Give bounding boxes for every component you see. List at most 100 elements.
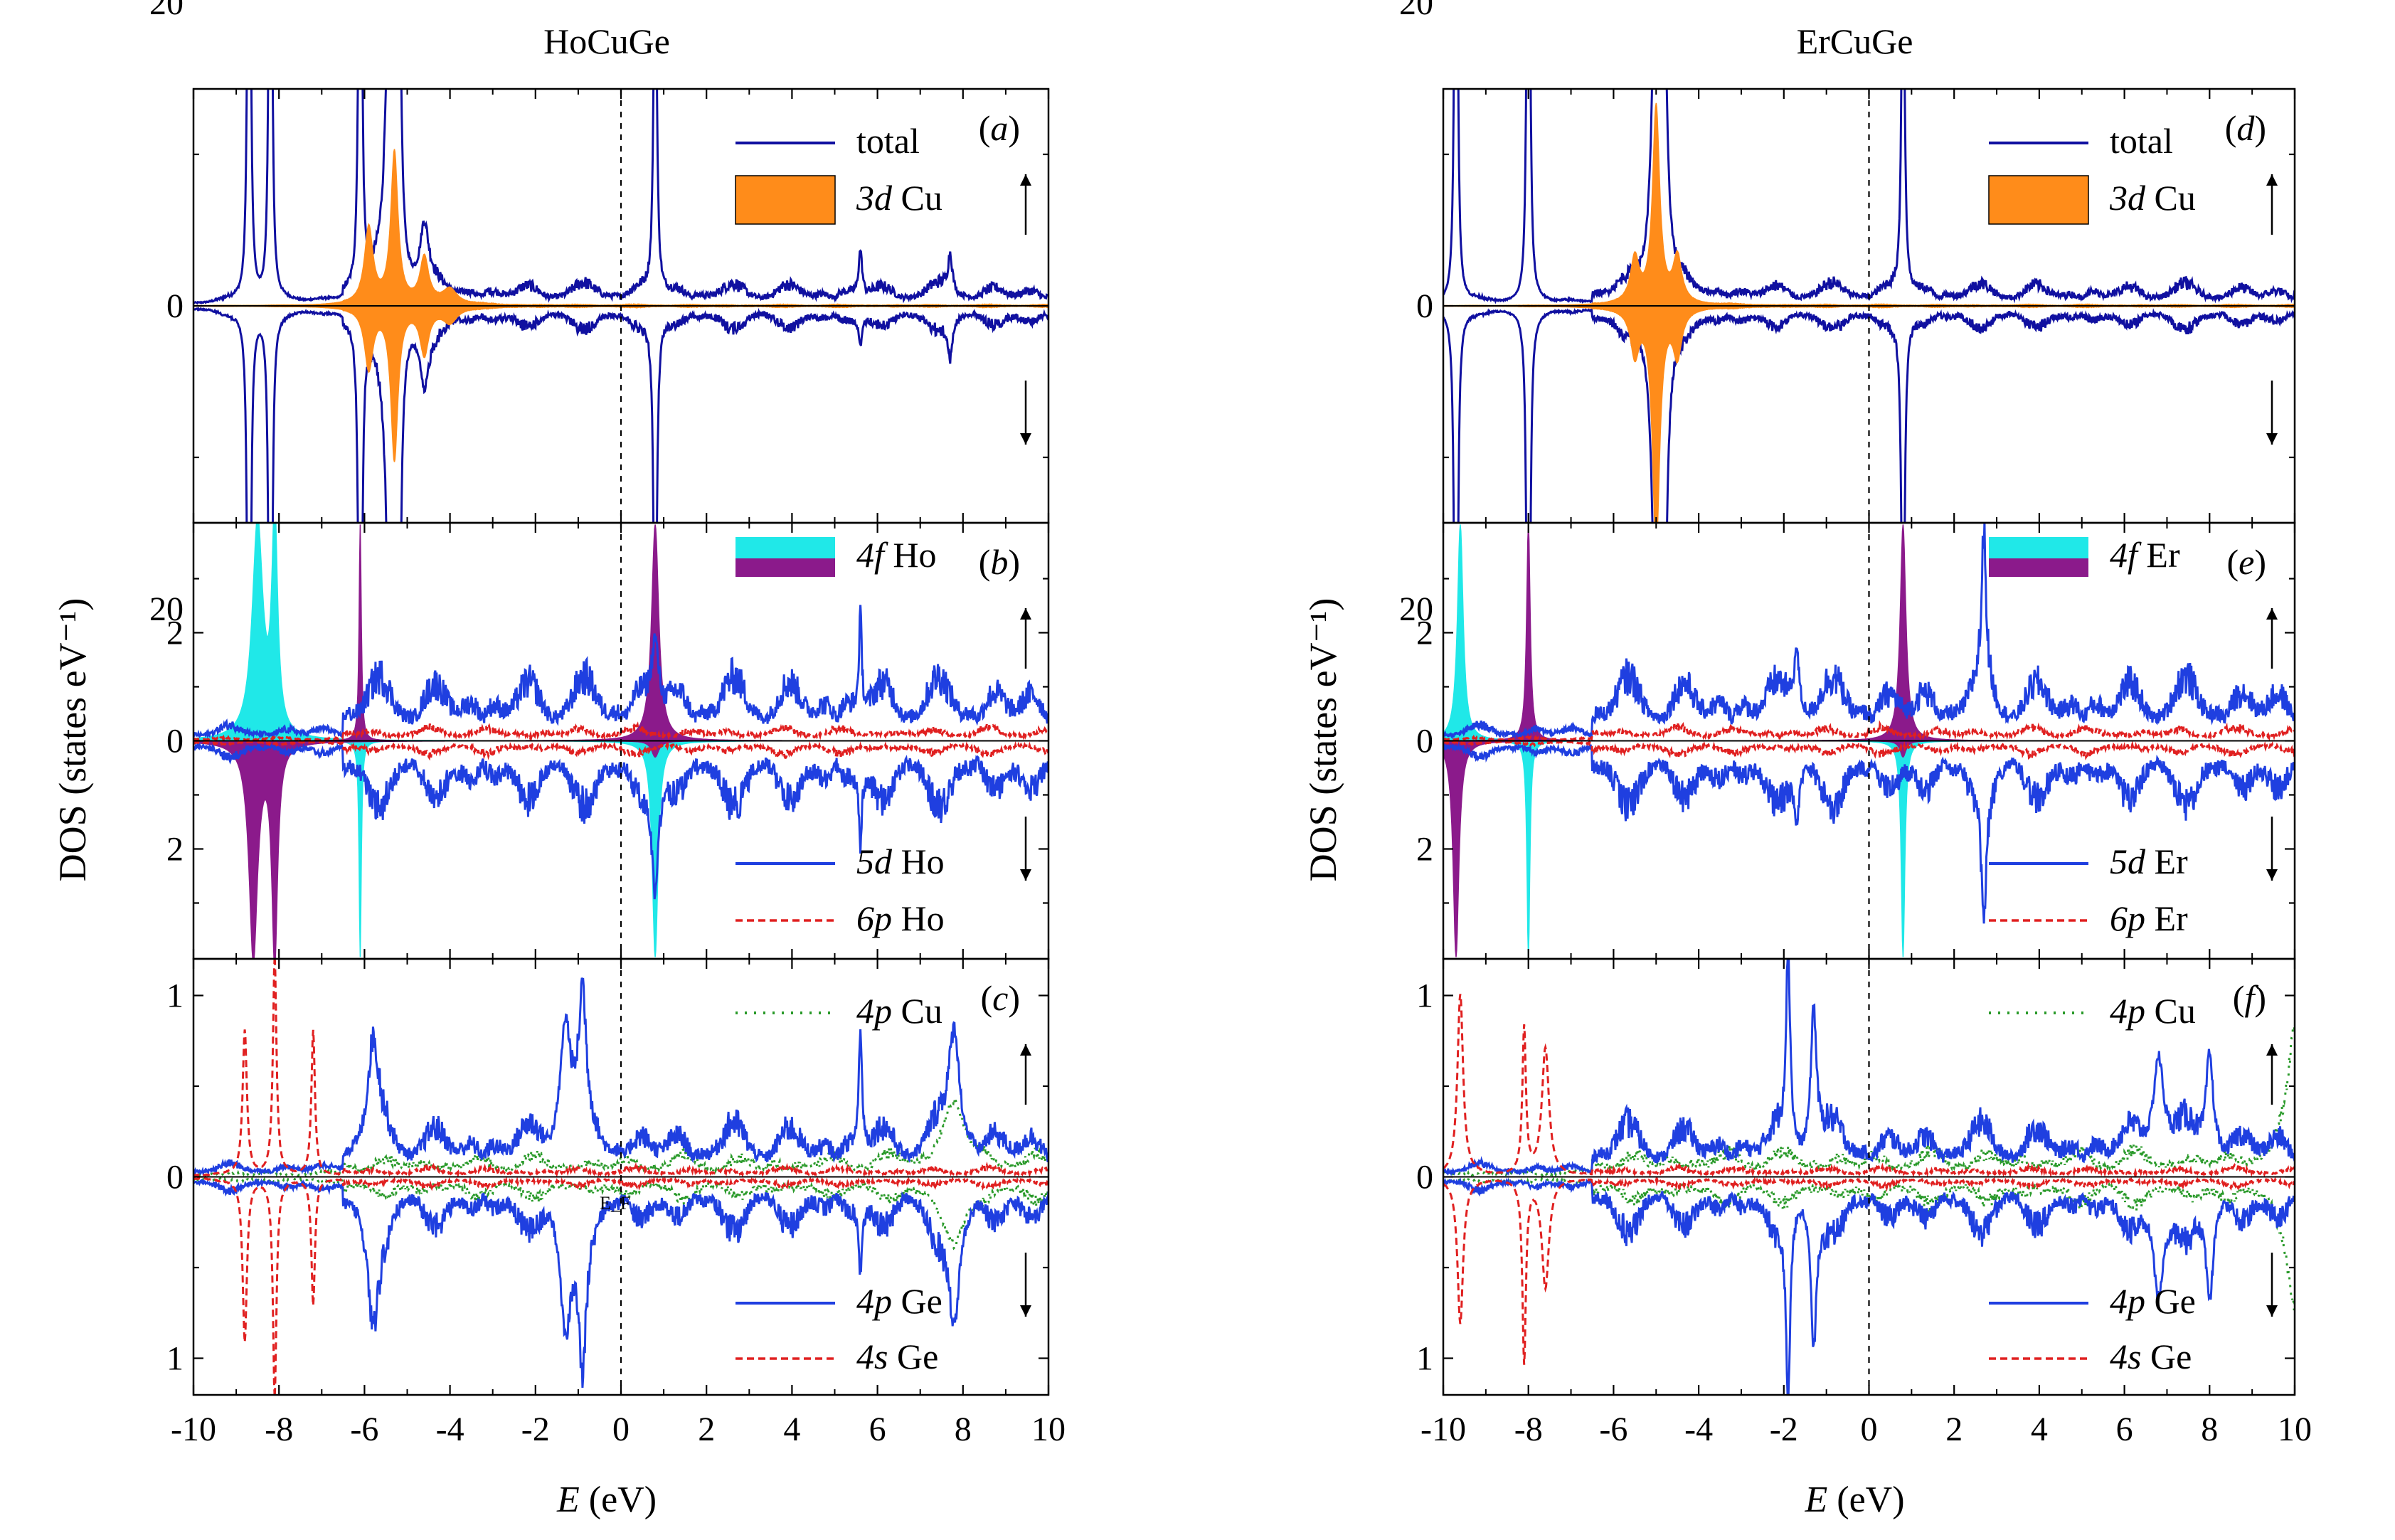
- legend-label: 4p Ge: [856, 1281, 942, 1321]
- legend-label: 4s Ge: [2110, 1337, 2192, 1376]
- x-tick-label: 6: [2116, 1411, 2133, 1448]
- x-tick-label: -10: [1420, 1411, 1466, 1448]
- spin-up-arrowhead: [1020, 608, 1031, 620]
- legend-swatch-3d: [735, 175, 836, 225]
- y-tick-label: 20: [1399, 0, 1433, 22]
- series-4s-ge-up: [193, 959, 1048, 1178]
- spin-up-arrowhead: [1020, 174, 1031, 186]
- series-4p-cu-dn: [1443, 1176, 2295, 1311]
- legend-label: total: [856, 121, 920, 161]
- legend-label-italic: 4s: [856, 1337, 888, 1376]
- series-3d-cu-dn: [193, 305, 1048, 462]
- legend-swatch-3d: [1988, 175, 2089, 225]
- series-4p-cu-up: [193, 1097, 1048, 1178]
- series-total-dn: [1443, 307, 2295, 523]
- paren-open: (: [2225, 108, 2237, 148]
- legend-label-text: Ho: [892, 841, 945, 881]
- legend-label-text: total: [856, 121, 920, 161]
- x-tick-label: -6: [350, 1411, 378, 1448]
- spin-up-arrowhead: [1020, 1044, 1031, 1056]
- paren-close: ): [1008, 978, 1020, 1018]
- y-tick-label: 1: [166, 977, 184, 1015]
- paren-open: (: [2233, 978, 2245, 1018]
- legend-label-text: Cu: [892, 991, 942, 1031]
- legend-label-italic: 6p: [2110, 898, 2145, 938]
- legend-swatch-4f-top: [1989, 537, 2088, 558]
- x-tick-label: -8: [1514, 1411, 1543, 1448]
- x-tick-label: -10: [171, 1411, 216, 1448]
- y-axis-label: DOS (states eV⁻¹): [51, 598, 94, 882]
- legend-label-text: Ge: [888, 1337, 938, 1376]
- series-6p-er-dn: [1443, 740, 2295, 761]
- legend-label-text: Ho: [884, 535, 937, 575]
- y-tick-label: 2: [1416, 831, 1433, 869]
- y-tick-label: 20: [149, 590, 184, 628]
- legend-label: 3d Cu: [2109, 178, 2196, 218]
- x-axis-label-rest: (eV): [1827, 1480, 1904, 1520]
- x-axis-label: E (eV): [1804, 1480, 1904, 1520]
- x-tick-label: -4: [436, 1411, 464, 1448]
- legend-label-text: Er: [2145, 898, 2188, 938]
- legend-label: 4s Ge: [856, 1337, 938, 1376]
- legend-label: total: [2110, 121, 2173, 161]
- panel-letter-label: (f): [2233, 978, 2266, 1018]
- legend-label-text: Er: [2138, 535, 2180, 575]
- series-3d-cu-up: [193, 149, 1048, 307]
- legend-label-italic: 3d: [856, 178, 893, 218]
- paren-close: ): [2254, 108, 2266, 148]
- legend-label: 5d Ho: [856, 841, 945, 881]
- panel-letter: c: [992, 978, 1008, 1018]
- spin-up-arrowhead: [2266, 174, 2278, 186]
- y-tick-label: 1: [1416, 977, 1433, 1015]
- spin-down-arrowhead: [1020, 869, 1031, 881]
- spin-up-arrowhead: [2266, 1044, 2278, 1056]
- legend-swatch-4f-bottom: [736, 558, 835, 577]
- series-5d-er-dn: [1443, 740, 2295, 924]
- panel-letter: e: [2239, 542, 2254, 582]
- x-tick-label: 8: [955, 1411, 972, 1448]
- legend-label-italic: 4p: [2110, 1281, 2145, 1321]
- legend-label: 4f Ho: [856, 535, 937, 575]
- legend-label-italic: 6p: [856, 898, 892, 938]
- x-tick-label: 2: [1945, 1411, 1963, 1448]
- legend-label-text: Ge: [2145, 1281, 2196, 1321]
- x-tick-label: -2: [1770, 1411, 1798, 1448]
- legend-swatch-4f-top: [736, 537, 835, 558]
- legend-label-text: Ge: [892, 1281, 942, 1321]
- x-axis-label-rest: (eV): [580, 1480, 657, 1520]
- paren-open: (: [980, 978, 992, 1018]
- x-tick-label: -2: [521, 1411, 550, 1448]
- x-axis-label-italic: E: [1804, 1480, 1827, 1520]
- spin-down-arrowhead: [1020, 433, 1031, 445]
- legend-label: 4p Cu: [856, 991, 942, 1031]
- panel-letter-label: (c): [980, 978, 1020, 1018]
- series-4p-ge-up: [1443, 959, 2295, 1177]
- x-tick-label: 4: [2031, 1411, 2048, 1448]
- y-tick-label: 0: [166, 723, 184, 760]
- paren-open: (: [979, 542, 991, 582]
- y-tick-label: 0: [1416, 287, 1433, 325]
- x-tick-label: 6: [869, 1411, 886, 1448]
- x-tick-label: -8: [265, 1411, 293, 1448]
- y-tick-label: 20: [1399, 590, 1433, 628]
- legend-label-italic: 4p: [856, 1281, 892, 1321]
- x-axis-label-italic: E: [556, 1480, 580, 1520]
- y-tick-label: 0: [166, 1159, 184, 1196]
- x-tick-label: -6: [1599, 1411, 1627, 1448]
- series-6p-ho-dn: [193, 740, 1048, 761]
- spin-up-arrowhead: [2266, 608, 2278, 620]
- paren-open: (: [2226, 542, 2239, 582]
- legend-swatch-4f-bottom: [1989, 558, 2088, 577]
- series-4s-ge-dn: [1443, 1175, 2295, 1365]
- legend-label-italic: 5d: [2110, 841, 2146, 881]
- legend-label-text: Ho: [892, 898, 945, 938]
- x-tick-label: 8: [2201, 1411, 2218, 1448]
- paren-close: ): [2254, 542, 2266, 582]
- x-tick-label: -4: [1684, 1411, 1713, 1448]
- x-tick-label: 0: [1861, 1411, 1878, 1448]
- y-axis-label: DOS (states eV⁻¹): [1302, 598, 1344, 882]
- plot-data-layer: [193, 89, 2295, 1395]
- fermi-level-marker: E_F: [600, 1193, 630, 1214]
- legend-label-text: Cu: [2145, 991, 2196, 1031]
